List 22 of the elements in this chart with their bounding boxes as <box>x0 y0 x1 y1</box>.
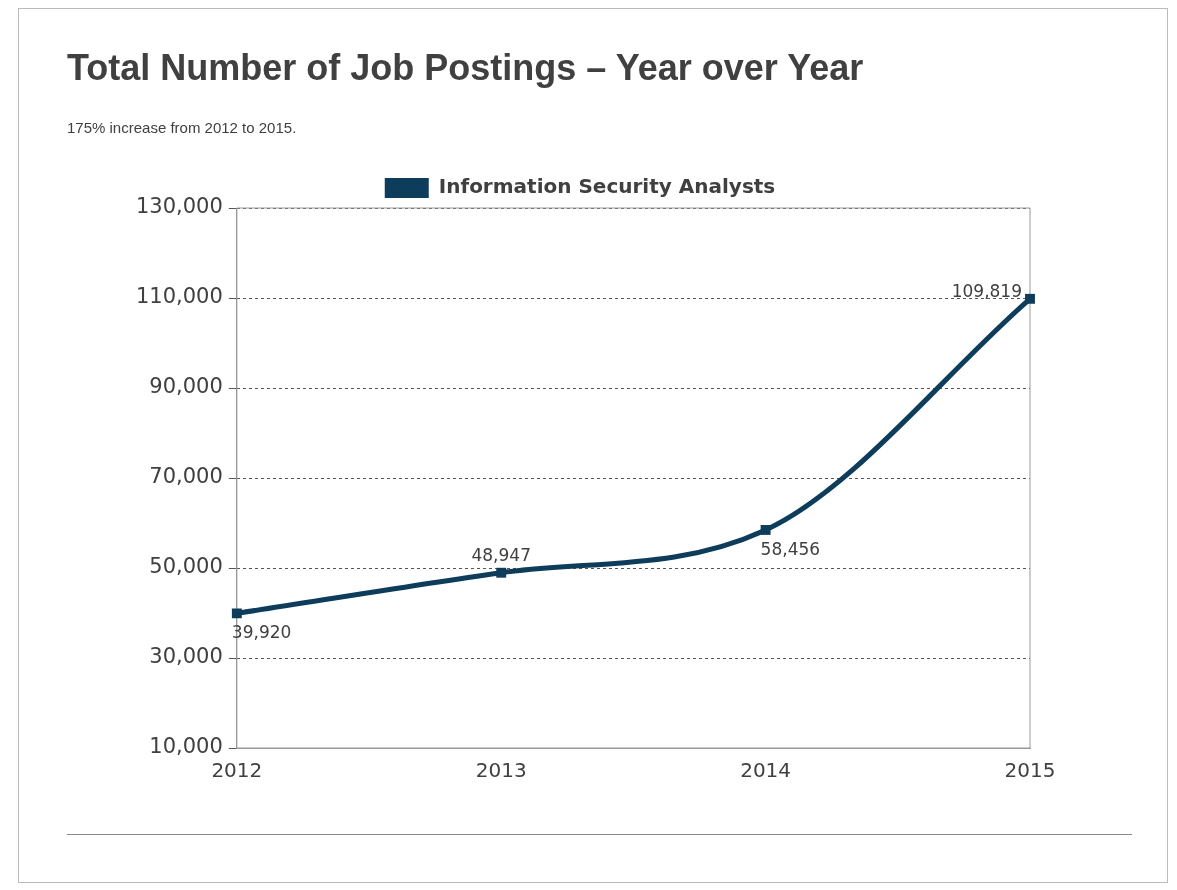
y-tick-label: 130,000 <box>136 194 223 219</box>
y-tick-label: 50,000 <box>149 554 223 579</box>
x-tick-label: 2013 <box>475 758 527 783</box>
chart-subtitle: 175% increase from 2012 to 2015. <box>67 119 297 136</box>
y-tick-label: 10,000 <box>149 734 223 759</box>
y-tick-label: 70,000 <box>149 464 223 489</box>
data-label: 109,819 <box>951 280 1022 301</box>
data-label: 58,456 <box>760 538 821 559</box>
chart-title: Total Number of Job Postings – Year over Year <box>67 47 864 89</box>
data-label: 48,947 <box>471 544 531 565</box>
y-tick-label: 90,000 <box>149 374 223 399</box>
y-tick-label: 110,000 <box>136 284 223 309</box>
legend-label: Information Security Analysts <box>438 174 776 199</box>
x-tick-label: 2014 <box>740 758 792 783</box>
point <box>496 567 507 578</box>
data-label: 39,920 <box>231 622 292 643</box>
y-tick-label: 30,000 <box>149 644 223 669</box>
x-tick-label: 2015 <box>1004 758 1056 783</box>
x-tick-label: 2012 <box>211 758 263 783</box>
point <box>760 525 771 535</box>
point <box>231 608 242 619</box>
point <box>1025 293 1035 304</box>
